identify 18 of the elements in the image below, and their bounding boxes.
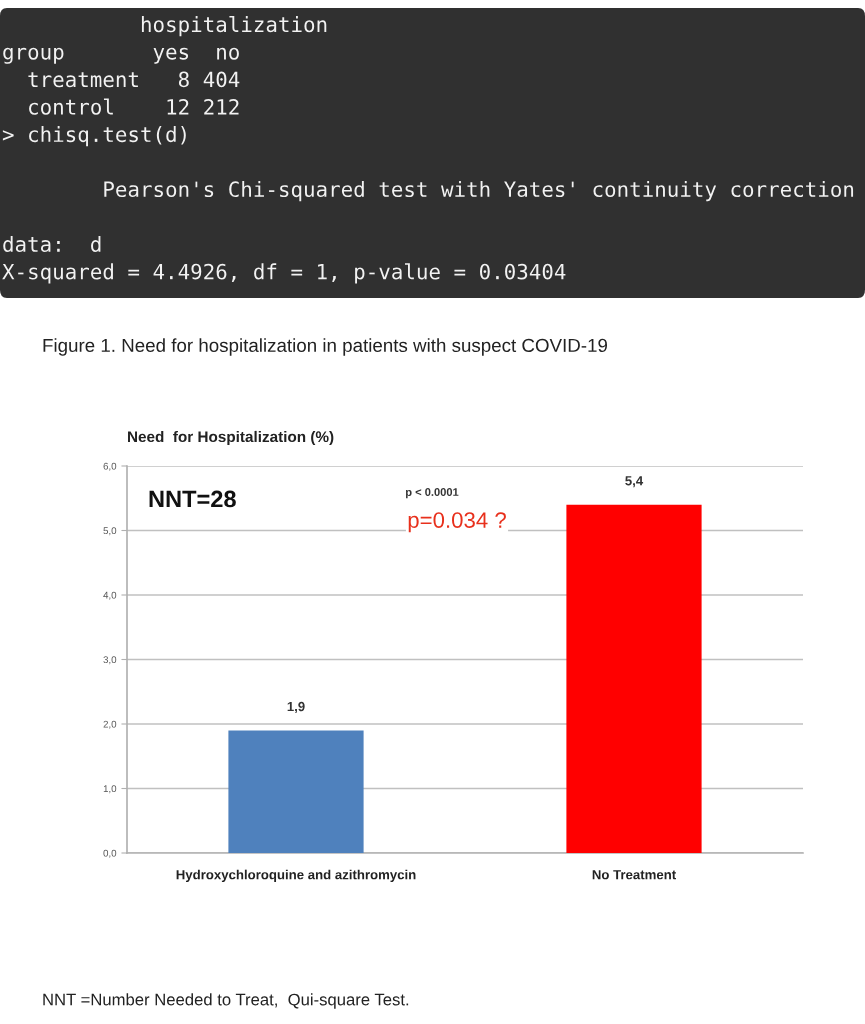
chart-title: Figure 1. Need for hospitalization in patients with suspect COVID-19 [43, 338, 608, 356]
annotation: p < 0.0001 [406, 488, 459, 499]
chart-subtitle: Need for Hospitalization (%) [128, 430, 334, 446]
x-tick-label: No Treatment [592, 870, 676, 880]
y-tick-label: 4,0 [103, 591, 117, 600]
y-tick-label: 6,0 [103, 462, 117, 471]
text: hospitalization group yes no treatment 8 404 control 12 212 > chisq.test(d) Pearson's Chi-squared test with Yates' continuity correction data: d X-squared = 4.4926, df = 1, p-value = 0.03404 [2, 16, 854, 284]
y-tick-label: 2,0 [103, 720, 117, 729]
data-label: 1,9 [287, 701, 305, 714]
data-label: 5,4 [625, 476, 644, 488]
annotation: NNT=28 [149, 490, 236, 508]
y-tick-label: 0,0 [103, 849, 117, 858]
y-tick-label: 3,0 [103, 656, 117, 665]
annotation: p=0.034 ? [408, 512, 506, 533]
y-tick-label: 5,0 [103, 527, 117, 536]
text: NNT =Number Needed to Treat, Qui-square Test. [43, 993, 409, 1009]
y-tick-label: 1,0 [103, 785, 117, 794]
x-tick-label: Hydroxychloroquine and azithromycin [176, 869, 416, 882]
